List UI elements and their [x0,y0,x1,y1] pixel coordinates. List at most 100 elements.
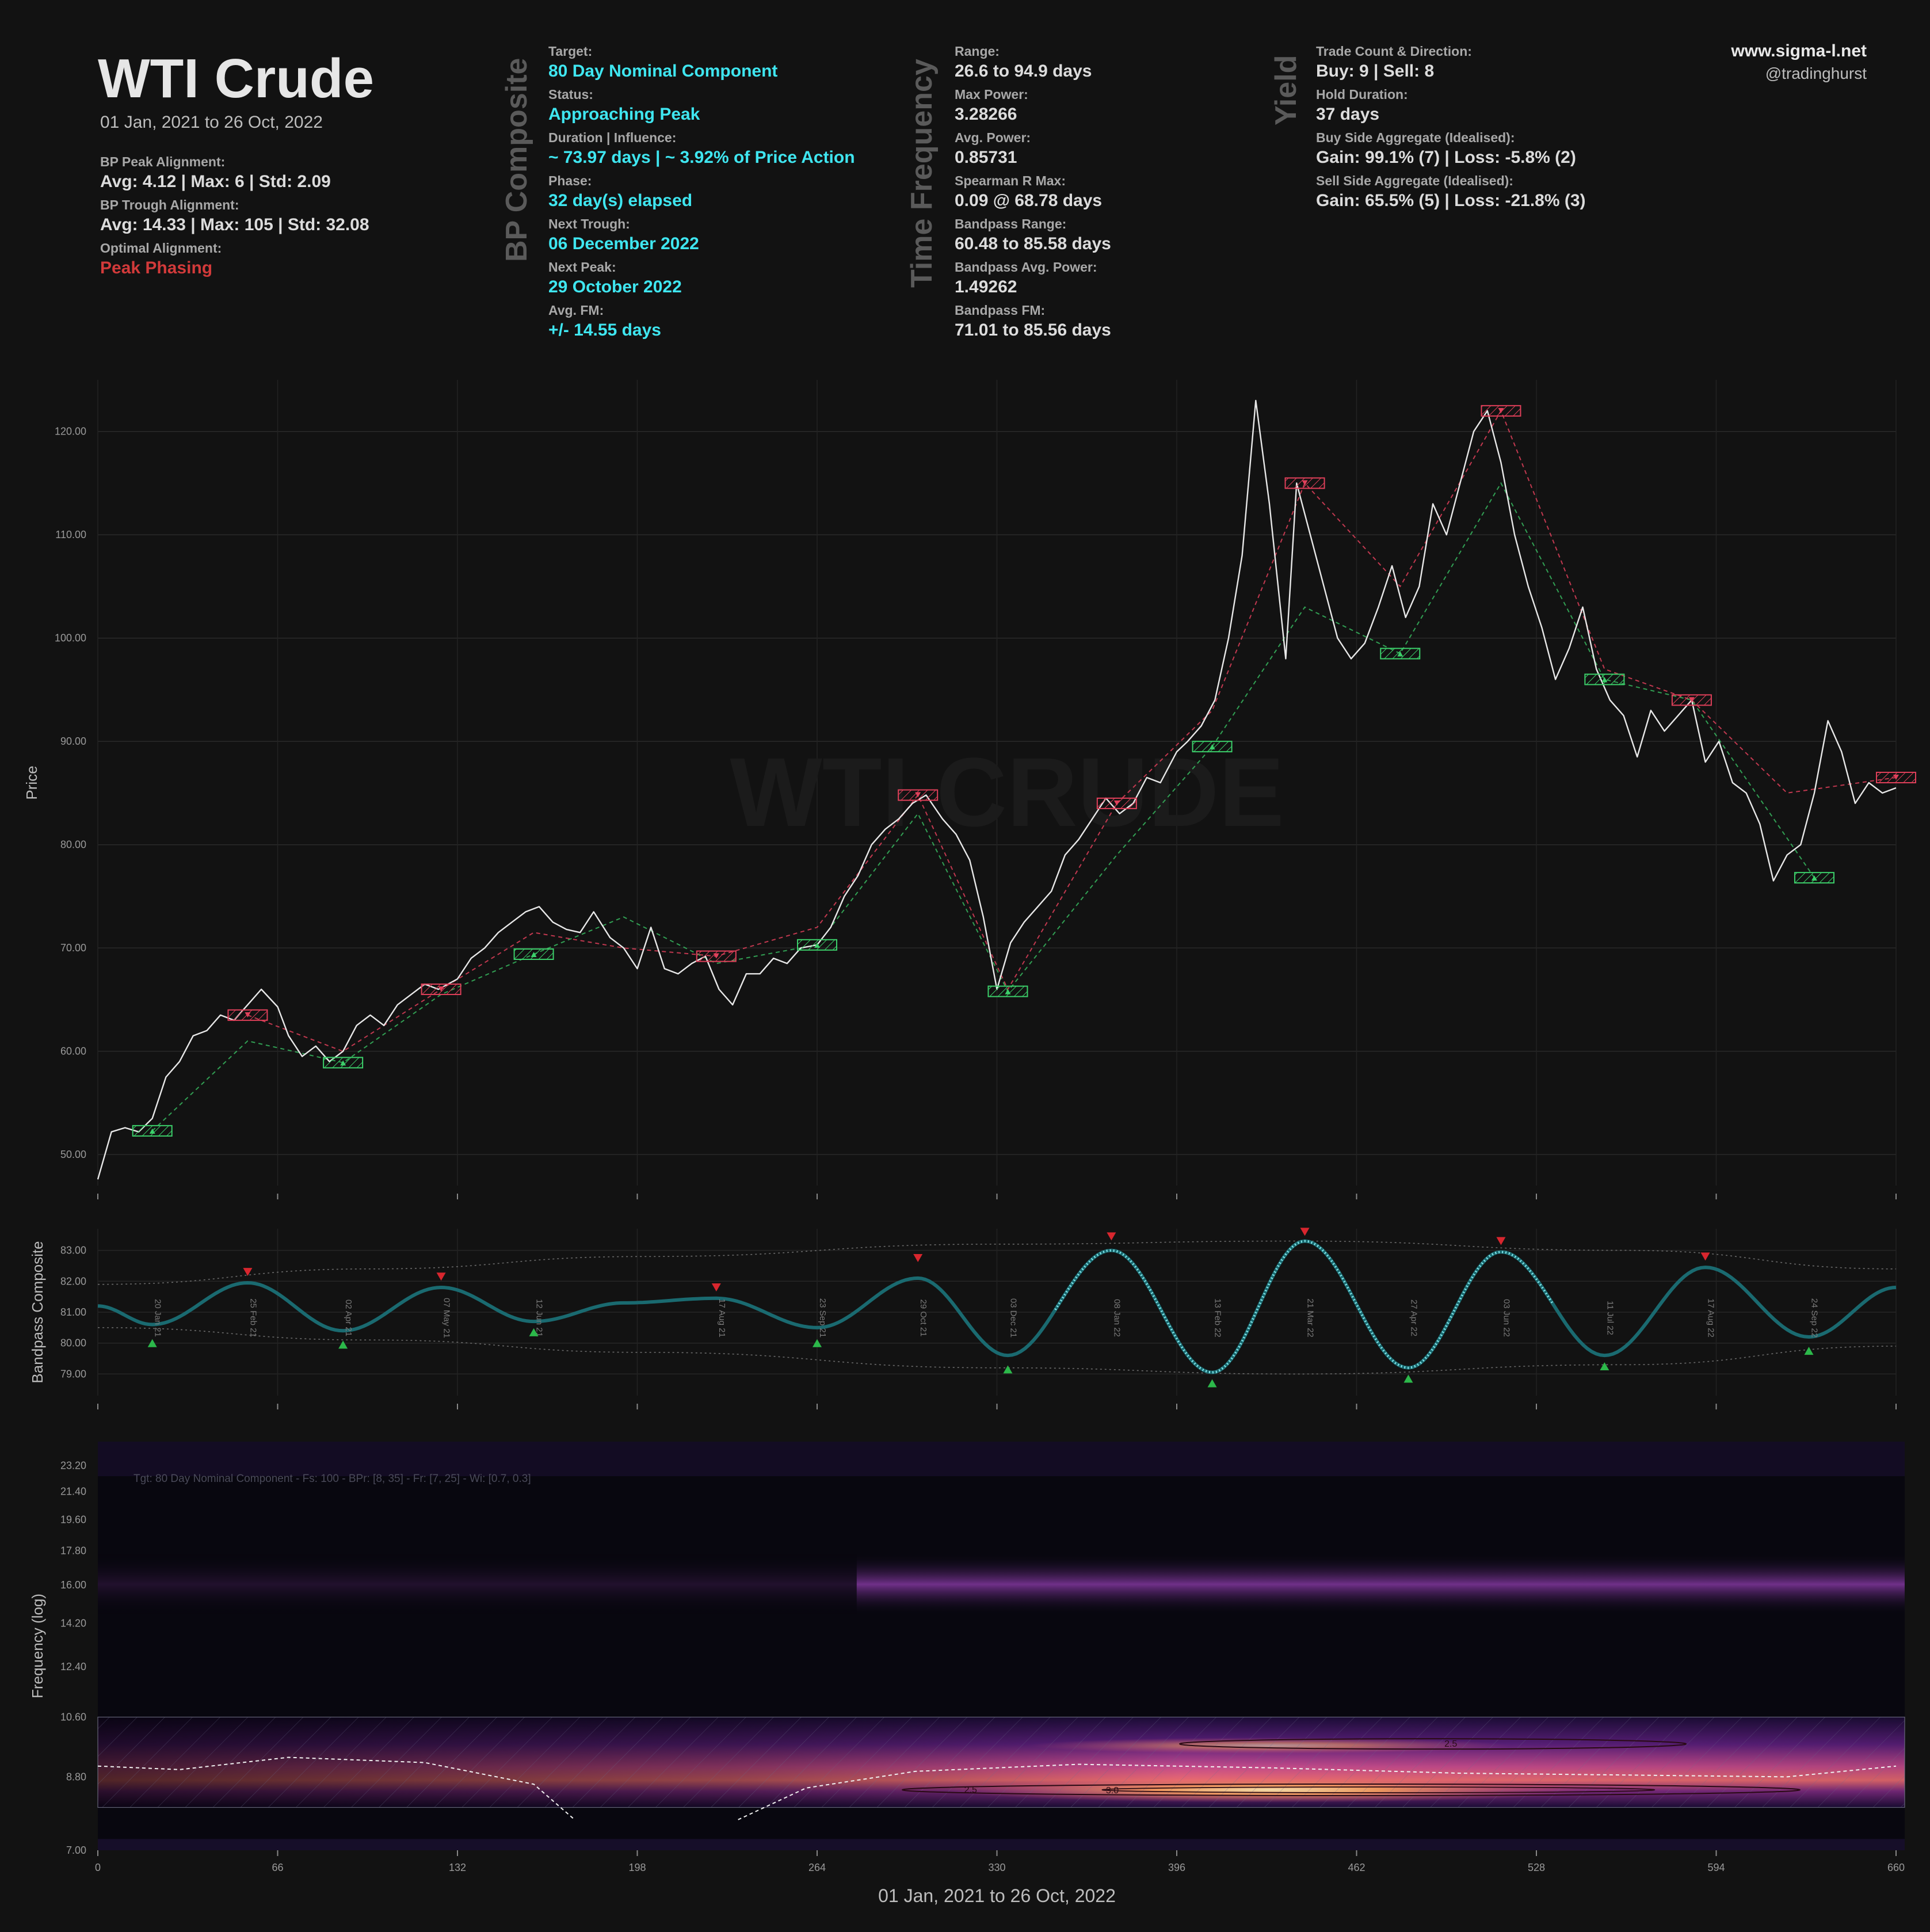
ridge-line-right [738,1763,1897,1820]
trade-count-value: Buy: 9 | Sell: 8 [1316,62,1435,81]
time-frequency-block: Range: 26.6 to 94.9 days Max Power: 3.28… [955,44,1111,340]
bandpass-range-value: 60.48 to 85.58 days [955,234,1111,253]
status-label: Status: [548,87,593,102]
tf-xtick-label: 528 [1528,1862,1545,1873]
cycle-date-label: 07 May 21 [442,1298,452,1338]
max-power-value: 3.28266 [955,105,1017,124]
bp-peak-marker [711,1283,721,1292]
twitter-handle[interactable]: @tradinghurst [1765,64,1867,82]
bp-ytick-label: 83.00 [60,1245,86,1256]
price-ytick-label: 100.00 [55,632,86,644]
trough-marker [1811,875,1817,881]
price-ytick-label: 80.00 [60,839,86,851]
peak-marker [1113,800,1120,806]
hold-duration-label: Hold Duration: [1316,87,1408,102]
heatmap-top-haze [98,1442,1905,1476]
bp-peak-marker [1107,1232,1116,1241]
next-trough-value: 06 December 2022 [548,234,699,253]
bp-trough-marker [338,1340,348,1349]
price-ytick-label: 120.00 [55,426,86,437]
bp-trough-alignment-label: BP Trough Alignment: [100,197,239,212]
cycle-date-label: 12 Jun 21 [535,1299,544,1337]
trade-count-label: Trade Count & Direction: [1316,44,1472,59]
cycle-date-label: 27 Apr 22 [1409,1300,1418,1336]
sell-side-value: Gain: 65.5% (5) | Loss: -21.8% (3) [1316,191,1586,210]
tf-xtick-label: 330 [988,1862,1005,1873]
optimal-alignment-label: Optimal Alignment: [100,241,222,256]
tf-xlabel: 01 Jan, 2021 to 26 Oct, 2022 [878,1885,1116,1906]
price-ytick-label: 110.00 [55,529,86,540]
hold-duration-value: 37 days [1316,105,1380,124]
bp-peak-marker [243,1268,253,1276]
avg-power-value: 0.85731 [955,148,1017,167]
contour-label: 2.5 [964,1785,977,1795]
tf-ytick-label: 23.20 [60,1460,86,1472]
next-peak-value: 29 October 2022 [548,277,682,296]
contour-label: 2.5 [1444,1739,1457,1749]
bandpass-avg-power-label: Bandpass Avg. Power: [955,260,1097,275]
duration-value: ~ 73.97 days | ~ 3.92% of Price Action [548,148,855,167]
trough-marker [1209,744,1215,750]
next-peak-label: Next Peak: [548,260,616,275]
bp-composite-block: Target: 80 Day Nominal Component Status:… [548,44,855,340]
buy-side-value: Gain: 99.1% (7) | Loss: -5.8% (2) [1316,148,1576,167]
bp-trough-alignment-value: Avg: 14.33 | Max: 105 | Std: 32.08 [100,215,369,234]
status-value: Approaching Peak [548,105,700,124]
peak-marker [915,792,921,798]
bp-trough-marker [813,1339,822,1347]
bp-ylabel: Bandpass Composite [29,1241,46,1383]
bp-trough-marker [529,1328,539,1336]
contour-2-5-lower [902,1783,1801,1796]
tf-xtick-label: 198 [628,1862,646,1873]
bandpass-panel: 83.00 82.00 81.00 80.00 79.00 Bandpass Compos… [29,1228,1897,1409]
tf-xtick-label: 66 [272,1862,283,1873]
spearman-label: Spearman R Max: [955,173,1066,188]
peak-marker [245,1012,251,1018]
tf-xtick-label: 264 [808,1862,826,1873]
bp-trough-marker [1403,1374,1413,1383]
watermark: WTI CRUDE [730,738,1284,847]
bandpass-fm-value: 71.01 to 85.56 days [955,321,1111,340]
max-power-label: Max Power: [955,87,1028,102]
trough-phasing-line [152,482,1815,1131]
bandpass-range-overlay [97,1716,1905,1808]
next-trough-label: Next Trough: [548,216,630,231]
bp-trough-marker [147,1339,157,1347]
bp-ytick-label: 82.00 [60,1275,86,1287]
optimal-alignment-value: Peak Phasing [100,258,213,277]
price-ytick-label: 50.00 [60,1149,86,1160]
tf-ytick-label: 8.80 [66,1771,86,1782]
duration-label: Duration | Influence: [548,130,677,145]
cycle-date-label: 03 Dec 21 [1008,1298,1018,1337]
spearman-value: 0.09 @ 68.78 days [955,191,1103,210]
bp-peak-alignment-label: BP Peak Alignment: [100,154,226,169]
tf-xtick-label: 660 [1887,1862,1905,1873]
peak-phasing-line [247,409,1897,1052]
tf-ytick-label: 17.80 [60,1545,86,1556]
cycle-date-label: 02 Apr 21 [344,1300,353,1336]
tf-ytick-label: 21.40 [60,1486,86,1497]
peak-marker [1893,775,1899,780]
tf-xtick-label: 594 [1707,1862,1725,1873]
website-link[interactable]: www.sigma-l.net [1731,41,1867,60]
bandpass-fm-label: Bandpass FM: [955,303,1046,318]
trough-marker [531,951,537,957]
bp-trough-marker [1804,1347,1814,1355]
heatmap-bottom-haze [98,1839,1905,1850]
cycle-date-label: 17 Aug 21 [717,1298,727,1337]
target-value: 80 Day Nominal Component [548,62,778,81]
heatmap-band-16-fade [98,1554,857,1614]
tf-xtick-label: 0 [95,1862,101,1873]
trough-marker [1601,677,1608,683]
bp-peak-marker [913,1254,923,1263]
tf-xtick-label: 132 [449,1862,466,1873]
bp-peak-alignment-value: Avg: 4.12 | Max: 6 | Std: 2.09 [100,172,331,191]
bandpass-wave [97,1239,1897,1374]
phase-value: 32 day(s) elapsed [548,191,693,210]
peak-marker [1688,697,1695,703]
stats-left-block: BP Peak Alignment: Avg: 4.12 | Max: 6 | … [100,154,369,278]
cycle-date-label: 29 Oct 21 [918,1299,928,1336]
peak-marker [713,953,719,959]
bp-trough-marker [1207,1379,1217,1388]
